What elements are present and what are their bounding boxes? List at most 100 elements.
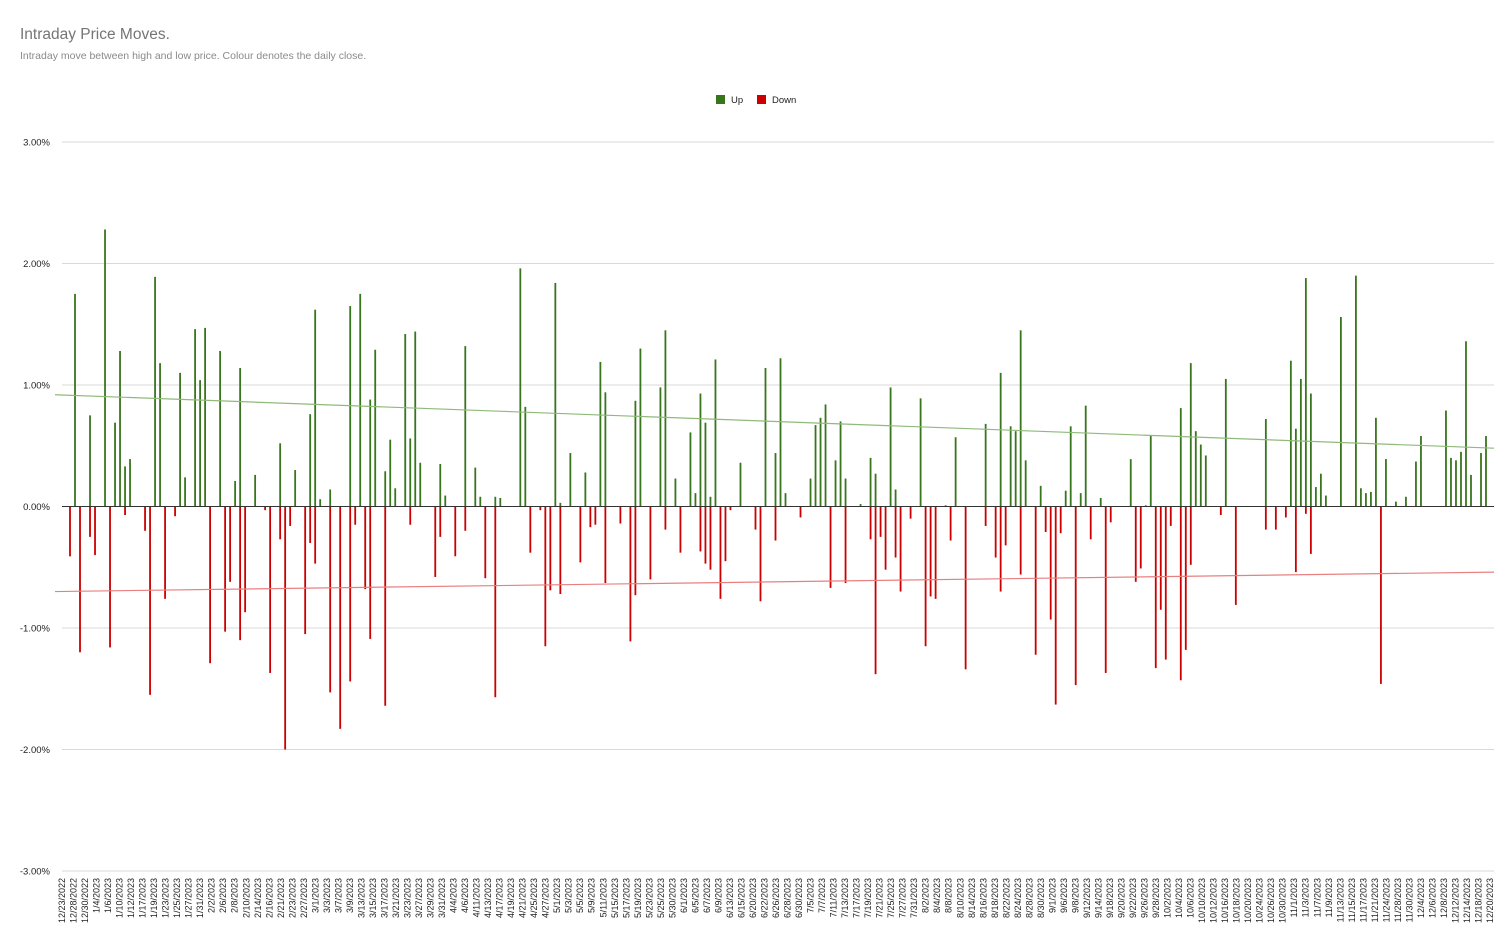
x-tick-label: 9/1/2023 [1047,878,1057,913]
x-tick-label: 6/15/2023 [736,878,746,918]
up-bar [809,478,812,507]
trendlines [54,394,1495,593]
up-bar [1304,278,1307,507]
x-tick-label: 5/17/2023 [621,878,631,918]
x-tick-label: 6/13/2023 [725,878,735,918]
down-bar [634,506,637,596]
down-bar [899,506,902,592]
up-bar [764,367,767,507]
up-bar [919,398,922,507]
up-bar [319,499,322,507]
x-tick-label: 1/4/2023 [92,878,102,913]
x-tick-label: 4/21/2023 [518,878,528,918]
x-tick-label: 1/27/2023 [184,878,194,918]
down-bar [894,506,897,558]
x-tick-label: 9/8/2023 [1070,878,1080,913]
down-bar [164,506,166,599]
down-bar [1134,506,1137,582]
down-bar [1154,506,1157,669]
up-bar [1069,426,1072,507]
down-bar [829,506,832,588]
x-tick-label: 8/14/2023 [967,878,977,918]
down-bar [549,506,552,591]
x-tick-label: 10/6/2023 [1186,878,1196,918]
down-bar [349,506,352,682]
up-bar [699,393,702,507]
up-bar [889,387,892,507]
up-bar [519,268,522,507]
down-bar [409,506,412,525]
down-bar [844,506,847,584]
up-bar [819,417,822,507]
down-bar [539,506,542,511]
x-tick-label: 1/23/2023 [161,878,171,918]
up-bar [104,229,106,507]
up-bar [479,496,482,507]
up-bar [474,467,477,507]
up-bar [329,489,332,507]
up-bar [439,463,442,507]
x-tick-label: 11/17/2023 [1358,878,1368,922]
up-bar [74,293,76,507]
x-tick-label: 5/15/2023 [610,878,620,918]
down-bar [264,506,267,511]
down-bar [774,506,777,541]
x-tick-label: 3/9/2023 [345,878,355,913]
x-tick-label: 3/31/2023 [437,878,447,918]
up-bar [114,422,116,507]
up-bar [1224,378,1227,507]
x-tick-label: 3/23/2023 [402,878,412,918]
down-bar [69,506,71,557]
up-bar [444,495,447,507]
x-tick-label: 5/5/2023 [575,878,585,913]
x-tick-label: 6/28/2023 [783,878,793,918]
x-tick-label: 11/9/2023 [1324,878,1334,917]
down-bar [289,506,292,526]
x-tick-label: 10/10/2023 [1197,878,1207,923]
up-bar [1019,330,1022,507]
down-bar [454,506,457,557]
down-bar [1019,506,1022,575]
down-bar [1189,506,1192,565]
up-bar [374,349,377,507]
x-tick-label: 1/6/2023 [103,878,113,913]
x-tick-label: 10/16/2023 [1220,878,1230,923]
up-bar [869,457,872,507]
x-tick-label: 7/5/2023 [806,878,816,913]
up-bar [824,404,827,507]
down-bar [369,506,372,639]
down-bar [759,506,762,602]
down-bar [679,506,682,553]
up-bar [839,421,842,507]
x-tick-label: 5/3/2023 [564,878,574,913]
up-bar [1324,495,1327,507]
up-bar [784,493,787,507]
down-bar [124,506,126,516]
up-bar [1294,428,1297,507]
up-bar [494,496,497,507]
x-tick-label: 11/15/2023 [1347,878,1357,922]
down-bar [874,506,877,675]
down-bar [1089,506,1092,540]
up-series [74,229,1487,507]
up-bar [1455,460,1457,507]
x-tick-label: 2/27/2023 [299,878,309,918]
down-bar [1054,506,1057,705]
up-bar [369,399,372,507]
down-bar [1309,506,1312,554]
up-bar [999,372,1002,507]
x-tick-label: 7/11/2023 [829,878,839,917]
down-bar [1034,506,1037,655]
up-bar [1309,393,1312,507]
x-tick-label: 7/13/2023 [840,878,850,918]
x-tick-label: 9/26/2023 [1140,878,1150,918]
x-tick-label: 11/1/2023 [1289,878,1299,917]
x-tick-label: 4/6/2023 [460,878,470,913]
down-bar [544,506,547,647]
x-tick-label: 5/30/2023 [667,878,677,918]
up-bar [1264,419,1267,507]
down-bar [484,506,487,579]
x-tick-label: 8/18/2023 [990,878,1000,918]
x-tick-label: 6/26/2023 [771,878,781,918]
